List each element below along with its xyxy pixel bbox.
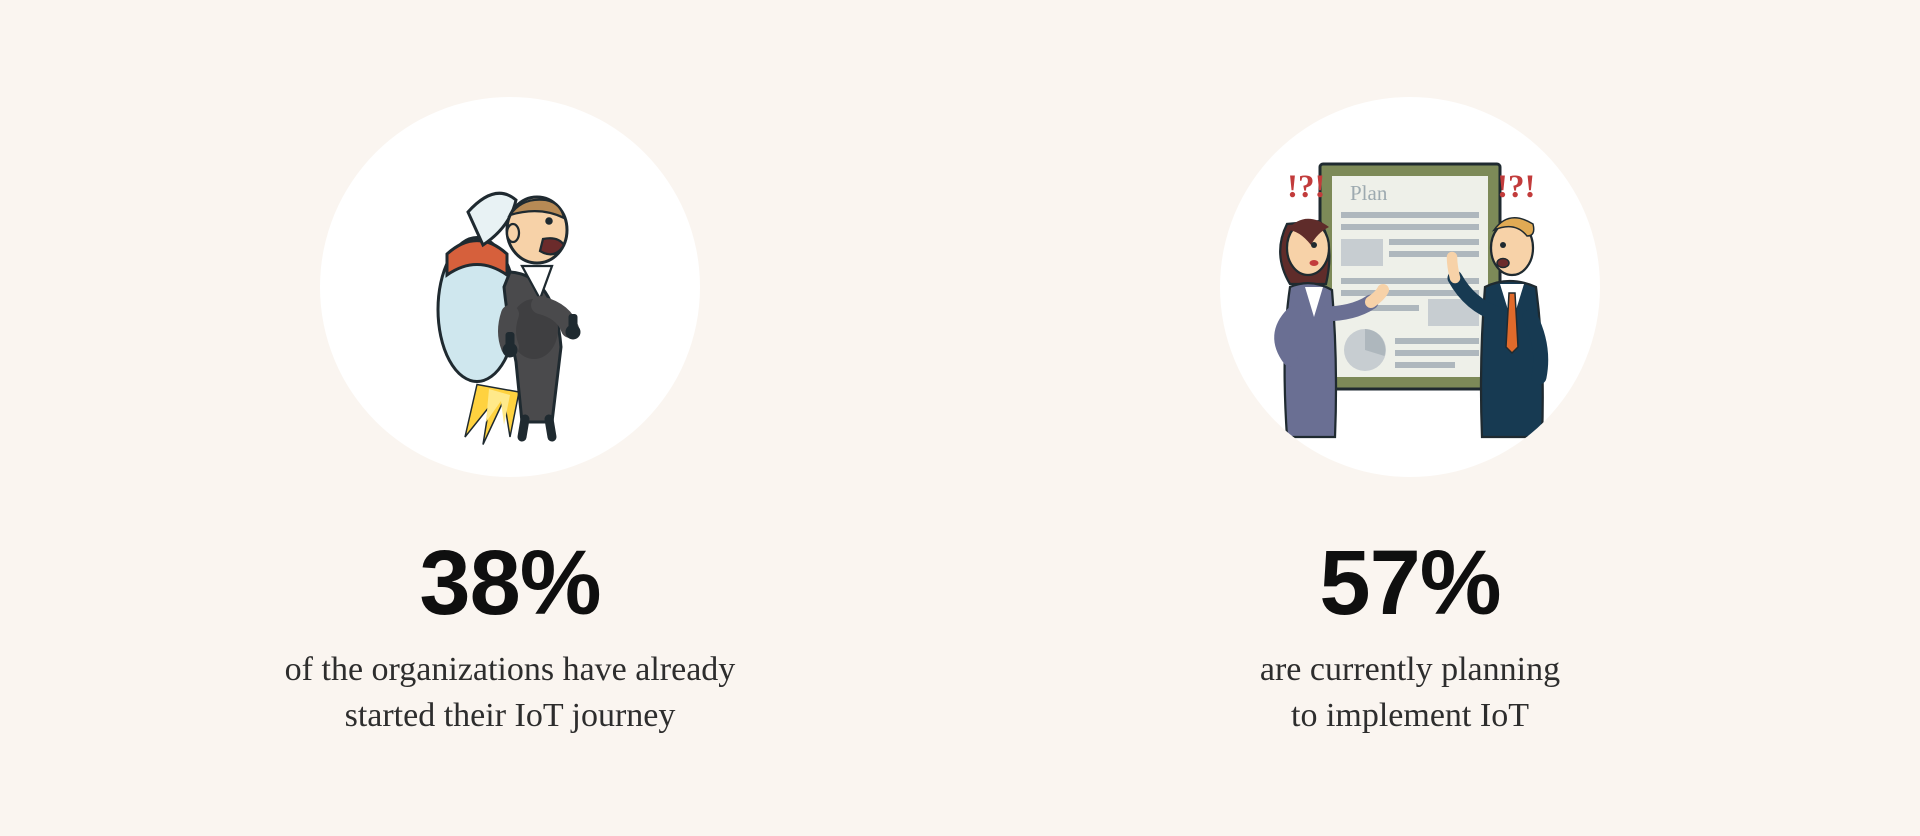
- stats-row: 38% of the organizations have already st…: [0, 97, 1920, 739]
- illustration-circle: Plan !?! !?!: [1220, 97, 1600, 477]
- businessman-jetpack-icon: [360, 127, 660, 447]
- stat-percent: 57%: [1319, 537, 1500, 629]
- illustration-circle: [320, 97, 700, 477]
- stat-description-line: of the organizations have already: [285, 651, 736, 688]
- stat-iot-started: 38% of the organizations have already st…: [210, 97, 810, 739]
- confusion-marks-right: !?!: [1497, 169, 1535, 205]
- stat-description-line: started their IoT journey: [345, 697, 676, 734]
- stat-iot-planning: Plan !?! !?!: [1110, 97, 1710, 739]
- stat-description: are currently planning to implement IoT: [1260, 647, 1560, 739]
- stat-description: of the organizations have already starte…: [285, 647, 736, 739]
- stat-percent: 38%: [419, 537, 600, 629]
- stat-description-line: to implement IoT: [1291, 697, 1529, 734]
- confusion-marks-left: !?!: [1287, 169, 1325, 205]
- stat-description-line: are currently planning: [1260, 651, 1560, 688]
- people-planning-board-icon: Plan !?! !?!: [1245, 132, 1575, 442]
- board-title-text: Plan: [1350, 181, 1388, 205]
